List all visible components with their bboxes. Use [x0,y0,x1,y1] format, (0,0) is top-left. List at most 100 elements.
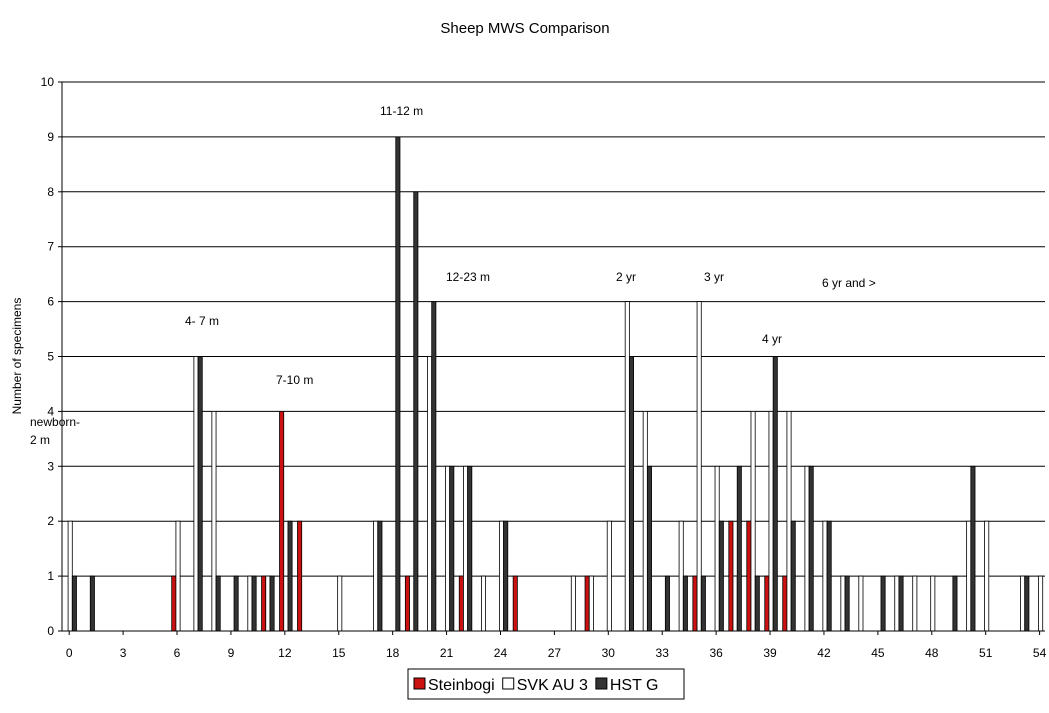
x-tick-label: 36 [709,646,723,660]
x-tick-label: 51 [979,646,993,660]
bar [808,465,814,632]
bar [804,465,810,632]
bar [251,575,257,632]
bar [287,520,293,632]
x-tick-label: 30 [602,646,616,660]
y-tick-label: 8 [47,185,54,199]
bar [503,520,509,632]
bar [297,520,303,632]
bar [822,520,828,632]
bar [584,575,590,632]
bar [678,520,684,632]
bar [395,136,401,632]
legend-swatch [595,677,608,690]
bar [498,520,504,632]
bar [233,575,239,632]
x-tick-label: 48 [925,646,939,660]
bar [718,520,724,632]
bar [606,520,612,632]
annotation: 7-10 m [276,373,313,387]
bar [746,520,752,632]
bar [197,356,203,632]
bar [431,301,437,632]
x-tick-label: 18 [386,646,400,660]
bar [732,575,738,632]
bar [215,575,221,632]
annotation: 3 yr [704,270,724,284]
y-tick-label: 9 [47,130,54,144]
bar [628,356,634,632]
x-tick-label: 9 [228,646,235,660]
bar [467,465,473,632]
x-tick-label: 39 [763,646,777,660]
y-tick-label: 2 [47,514,54,528]
bar [736,465,742,632]
bar [912,575,918,632]
bar [193,356,199,632]
bar [754,575,760,632]
bar [790,520,796,632]
legend-label: Steinbogi [428,677,495,694]
y-tick-label: 5 [47,350,54,364]
bar [728,520,734,632]
y-axis-label: Number of specimens [10,298,24,415]
x-tick-label: 45 [871,646,885,660]
bar [782,575,788,632]
bar [481,575,487,632]
bar [1020,575,1026,632]
bar [624,301,630,632]
y-tick-label: 1 [47,569,54,583]
chart-title: Sheep MWS Comparison [440,20,609,37]
x-tick-label: 21 [440,646,454,660]
bar [692,575,698,632]
x-tick-label: 0 [66,646,73,660]
bar [786,410,792,632]
x-tick-label: 15 [332,646,346,660]
x-tick-label: 54 [1033,646,1047,660]
x-tick-label: 12 [278,646,292,660]
y-tick-label: 4 [47,404,54,418]
y-tick-label: 3 [47,459,54,473]
bar [642,410,648,632]
bar [952,575,958,632]
bar [427,356,433,632]
bar [512,575,518,632]
bar [826,520,832,632]
annotation: 6 yr and > [822,276,876,290]
legend-box [407,668,685,700]
bar [337,575,343,632]
bar [445,465,451,632]
bar [696,301,702,632]
bar [588,575,594,632]
y-tick-label: 6 [47,295,54,309]
bar [377,520,383,632]
bar [71,575,77,632]
annotation: 2 yr [616,270,636,284]
bar [1024,575,1030,632]
annotation: 4 yr [762,332,782,346]
bar [768,410,774,632]
x-tick-label: 24 [494,646,508,660]
annotation: 11-12 m [380,104,423,118]
bar [269,575,275,632]
bar [279,410,285,632]
bar [858,575,864,632]
annotation: newborn- [30,415,80,429]
bar [89,575,95,632]
x-tick-label: 3 [120,646,127,660]
bar [646,465,652,632]
bar [772,356,778,632]
bar [714,465,720,632]
legend-label: SVK AU 3 [517,677,588,694]
legend-swatch [413,677,426,690]
bar [211,410,217,632]
bar [970,465,976,632]
x-tick-label: 42 [817,646,831,660]
y-tick-label: 10 [41,75,55,89]
bar [261,575,267,632]
bar [700,575,706,632]
bar [844,575,850,632]
bar [930,575,936,632]
bar [373,520,379,632]
bar [404,575,410,632]
